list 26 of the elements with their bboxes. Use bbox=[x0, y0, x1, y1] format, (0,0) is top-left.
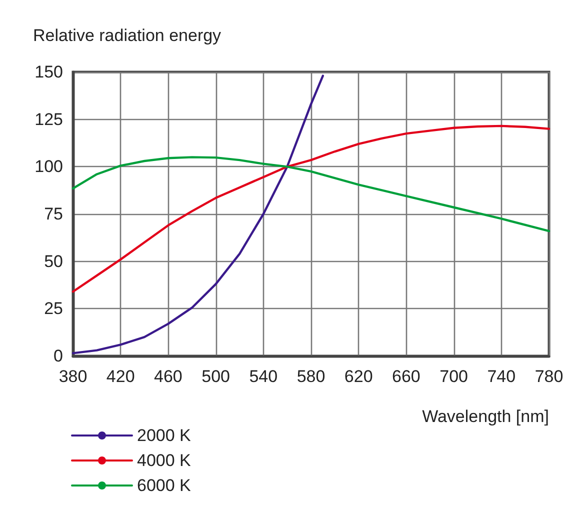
y-tick-label: 0 bbox=[54, 346, 63, 366]
x-tick-label: 420 bbox=[106, 367, 135, 386]
y-tick-label: 150 bbox=[34, 62, 63, 82]
x-tick-label: 620 bbox=[344, 367, 373, 386]
line-series bbox=[72, 124, 550, 293]
y-tick-label: 25 bbox=[44, 299, 63, 318]
y-tick-label: 100 bbox=[34, 157, 63, 176]
x-axis-title: Wavelength [nm] bbox=[422, 407, 549, 426]
x-tick-label: 780 bbox=[534, 367, 564, 386]
y-tick-label: 50 bbox=[44, 252, 63, 271]
x-tick-label: 740 bbox=[487, 367, 516, 386]
x-tick-label: 540 bbox=[249, 367, 278, 386]
legend-label: 6000 K bbox=[137, 476, 192, 495]
line-series bbox=[72, 156, 550, 232]
x-tick-label: 580 bbox=[296, 367, 326, 386]
y-axis-title: Relative radiation energy bbox=[33, 26, 222, 45]
y-tick-label: 75 bbox=[44, 204, 63, 224]
legend-label: 2000 K bbox=[137, 426, 192, 445]
x-tick-label: 380 bbox=[58, 367, 88, 386]
line-series bbox=[72, 74, 324, 354]
x-tick-label: 660 bbox=[392, 367, 420, 386]
x-tick-label: 700 bbox=[440, 367, 468, 386]
x-tick-label: 460 bbox=[154, 367, 182, 386]
x-tick-label: 500 bbox=[202, 367, 230, 386]
y-tick-label: 125 bbox=[34, 110, 63, 129]
legend-label: 4000 K bbox=[137, 451, 192, 470]
